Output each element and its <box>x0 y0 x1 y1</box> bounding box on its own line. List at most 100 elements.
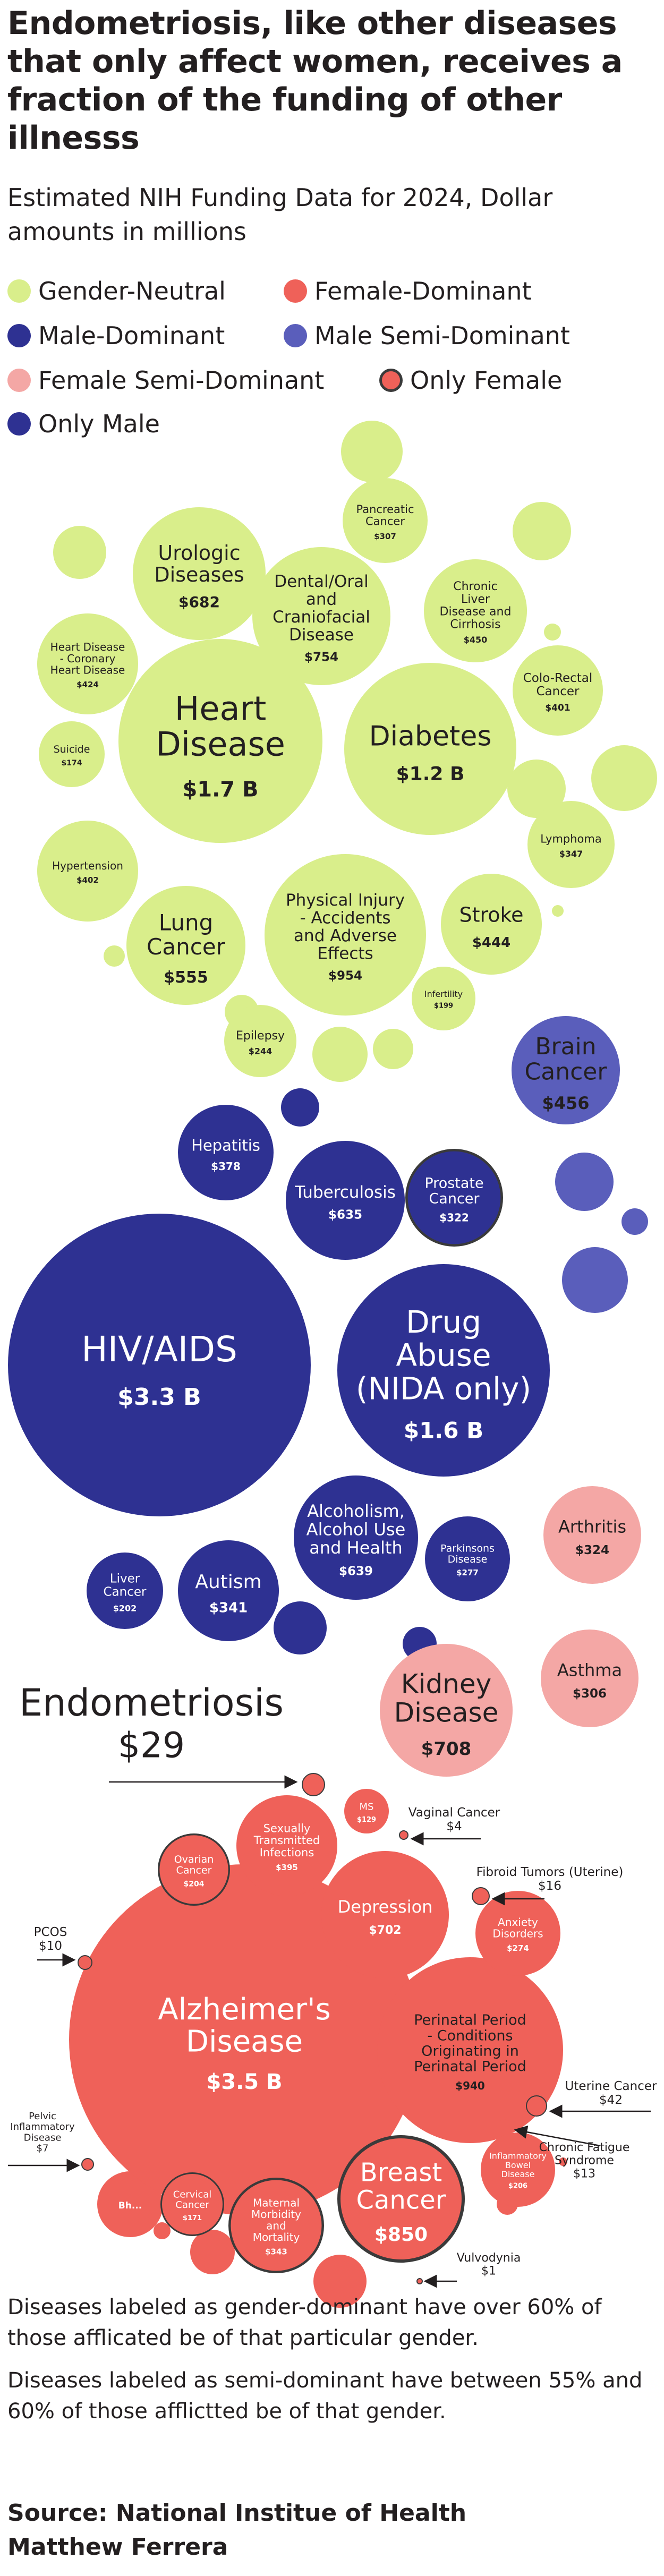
bubble-label-epilepsy: Epilepsy <box>236 1029 285 1043</box>
legend-label: Female-Dominant <box>314 277 532 305</box>
legend-label: Gender-Neutral <box>38 277 226 305</box>
bubble-label-hiv-aids: HIV/AIDS <box>81 1329 237 1370</box>
legend-swatch-gender-neutral <box>7 279 31 303</box>
legend-swatch-only-female <box>379 369 403 392</box>
callout-value-fibroid-tumors-uterine: $16 <box>538 1879 561 1893</box>
bubble-value-prostate-cancer: $322 <box>439 1212 469 1224</box>
bubble-kidney-disease <box>380 1644 513 1777</box>
bubble-label-alcoholism-alcohol-use-and-health: and Health <box>309 1538 402 1558</box>
bubble-value-pancreatic-cancer: $307 <box>374 532 396 541</box>
bubble-value-breast-cancer: $850 <box>374 2224 428 2246</box>
bubble-label-parkinsons-disease: Parkinsons <box>440 1542 495 1554</box>
bubble-vaginal-cancer <box>399 1830 408 1840</box>
bubble-label-maternal-morbidity-and-mortality: Mortality <box>253 2231 300 2244</box>
bubble-value-maternal-morbidity-and-mortality: $343 <box>265 2247 287 2257</box>
callout-value-vaginal-cancer: $4 <box>446 1820 462 1833</box>
bubble-label-pancreatic-cancer: Pancreatic <box>356 503 414 516</box>
bubble-diabetes <box>344 663 516 835</box>
bubble-label-urologic-diseases: Urologic <box>158 541 240 565</box>
bubble-value-suicide: $174 <box>62 759 82 767</box>
bubble-label-partial: Bh... <box>118 2200 142 2211</box>
decorative-bubble <box>341 421 403 482</box>
bubble-label-anxiety-disorders: Anxiety <box>498 1916 538 1929</box>
bubble-physical-injury-accidents-and-adverse-effects <box>265 854 426 1016</box>
bubble-label-drug-abuse-nida-only: (NIDA only) <box>356 1370 531 1406</box>
bubble-label-pancreatic-cancer: Cancer <box>365 515 405 527</box>
bubble-label-ovarian-cancer: Ovarian <box>174 1854 214 1865</box>
bubble-label-cervical-cancer: Cervical <box>173 2189 212 2200</box>
bubble-pcos <box>78 1955 92 1970</box>
bubble-alcoholism-alcohol-use-and-health <box>294 1475 418 1600</box>
callout-value-pelvic-inflammatory-disease: $7 <box>37 2143 49 2154</box>
bubble-prostate-cancer <box>405 1149 503 1247</box>
bubble-value-dental-oral-and-craniofacial-disease: $754 <box>304 651 338 664</box>
bubble-label-ms: MS <box>360 1801 374 1812</box>
bubble-value-depression: $702 <box>369 1924 401 1937</box>
bubble-label-depression: Depression <box>338 1897 433 1917</box>
bubble-value-diabetes: $1.2 B <box>396 763 465 785</box>
decorative-bubble <box>312 1027 368 1082</box>
bubble-label-lung-cancer: Cancer <box>147 934 226 960</box>
bubble-label-anxiety-disorders: Disorders <box>492 1927 543 1940</box>
decorative-bubble <box>559 2157 567 2166</box>
bubble-label-sexually-transmitted-infections: Sexually <box>263 1822 311 1835</box>
bubble-label-parkinsons-disease: Disease <box>448 1554 488 1565</box>
bubble-hepatitis <box>178 1105 274 1200</box>
footnote-semi-dominant: Diseases labeled as semi-dominant have b… <box>7 2368 643 2424</box>
bubble-value-infertility: $199 <box>434 1002 453 1010</box>
bubble-depression <box>321 1851 449 1978</box>
bubble-value-liver-cancer: $202 <box>113 1603 137 1613</box>
bubble-heart-disease <box>118 639 322 843</box>
bubble-label-stroke: Stroke <box>459 903 523 927</box>
chart-subtitle: Estimated NIH Funding Data for 2024, Dol… <box>7 183 553 246</box>
bubble-pancreatic-cancer <box>343 478 428 563</box>
bubble-label-maternal-morbidity-and-mortality: and <box>266 2220 286 2232</box>
legend-item-male-dominant: Male-Dominant <box>7 321 225 351</box>
bubble-value-parkinsons-disease: $277 <box>456 1568 479 1577</box>
bubble-asthma <box>541 1630 639 1727</box>
bubble-arthritis <box>543 1486 641 1584</box>
bubble-label-colo-rectal-cancer: Cancer <box>537 685 580 698</box>
bubble-chronic-liver-disease-and-cirrhosis <box>424 559 527 662</box>
bubble-label-chronic-liver-disease-and-cirrhosis: Disease and <box>440 605 512 619</box>
bubble-label-inflammatory-bowel-disease: Inflammatory <box>489 2151 547 2161</box>
decorative-bubble <box>373 1029 413 1069</box>
bubble-label-drug-abuse-nida-only: Abuse <box>396 1337 491 1374</box>
decorative-bubble <box>53 526 106 579</box>
bubble-inflammatory-bowel-disease <box>481 2133 555 2207</box>
bubble-label-physical-injury-accidents-and-adverse-effects: - Accidents <box>300 908 390 927</box>
bubble-label-heart-disease-coronary-heart-disease: Heart Disease <box>50 641 125 653</box>
bubble-parkinsons-disease <box>425 1516 510 1601</box>
decorative-bubble <box>104 945 125 967</box>
bubble-label-kidney-disease: Kidney <box>401 1668 491 1699</box>
callout-label-pelvic-inflammatory-disease: Pelvic <box>29 2111 56 2122</box>
callout-arrow-chronic-fatigue-syndrome <box>514 2125 601 2147</box>
callout-value-pcos: $10 <box>39 1939 62 1953</box>
bubble-value-colo-rectal-cancer: $401 <box>545 703 570 713</box>
legend-label: Female Semi-Dominant <box>38 366 325 395</box>
bubble-lymphoma <box>527 801 615 888</box>
bubble-label-heart-disease: Heart <box>175 689 267 728</box>
bubble-label-brain-cancer: Brain <box>535 1033 596 1060</box>
bubble-ovarian-cancer <box>158 1833 231 1906</box>
decorative-bubble <box>190 2230 235 2274</box>
bubble-value-urologic-diseases: $682 <box>178 593 220 611</box>
bubble-label-heart-disease-coronary-heart-disease: - Coronary <box>60 652 116 665</box>
legend-item-male-semi-dominant: Male Semi-Dominant <box>284 321 570 351</box>
legend-item-only-female: Only Female <box>379 365 562 395</box>
bubble-value-ms: $129 <box>357 1816 376 1824</box>
bubble-label-dental-oral-and-craniofacial-disease: Disease <box>289 625 354 644</box>
bubble-label-lymphoma: Lymphoma <box>540 833 601 846</box>
legend-swatch-male-dominant <box>7 324 31 347</box>
bubble-label-arthritis: Arthritis <box>558 1517 626 1537</box>
decorative-bubble <box>507 760 566 818</box>
bubble-label-alzheimer-s-disease: Disease <box>186 2025 303 2059</box>
bubble-label-heart-disease-coronary-heart-disease: Heart Disease <box>50 663 125 676</box>
bubble-label-dental-oral-and-craniofacial-disease: Craniofacial <box>273 608 370 627</box>
bubble-label-liver-cancer: Cancer <box>104 1585 147 1599</box>
bubble-label-perinatal-period-conditions-originating-in-perinatal-period: Perinatal Period <box>414 2059 526 2075</box>
author-text: Matthew Ferrera <box>7 2534 228 2561</box>
bubble-label-hepatitis: Hepatitis <box>191 1136 260 1154</box>
bubble-label-tuberculosis: Tuberculosis <box>294 1183 396 1202</box>
